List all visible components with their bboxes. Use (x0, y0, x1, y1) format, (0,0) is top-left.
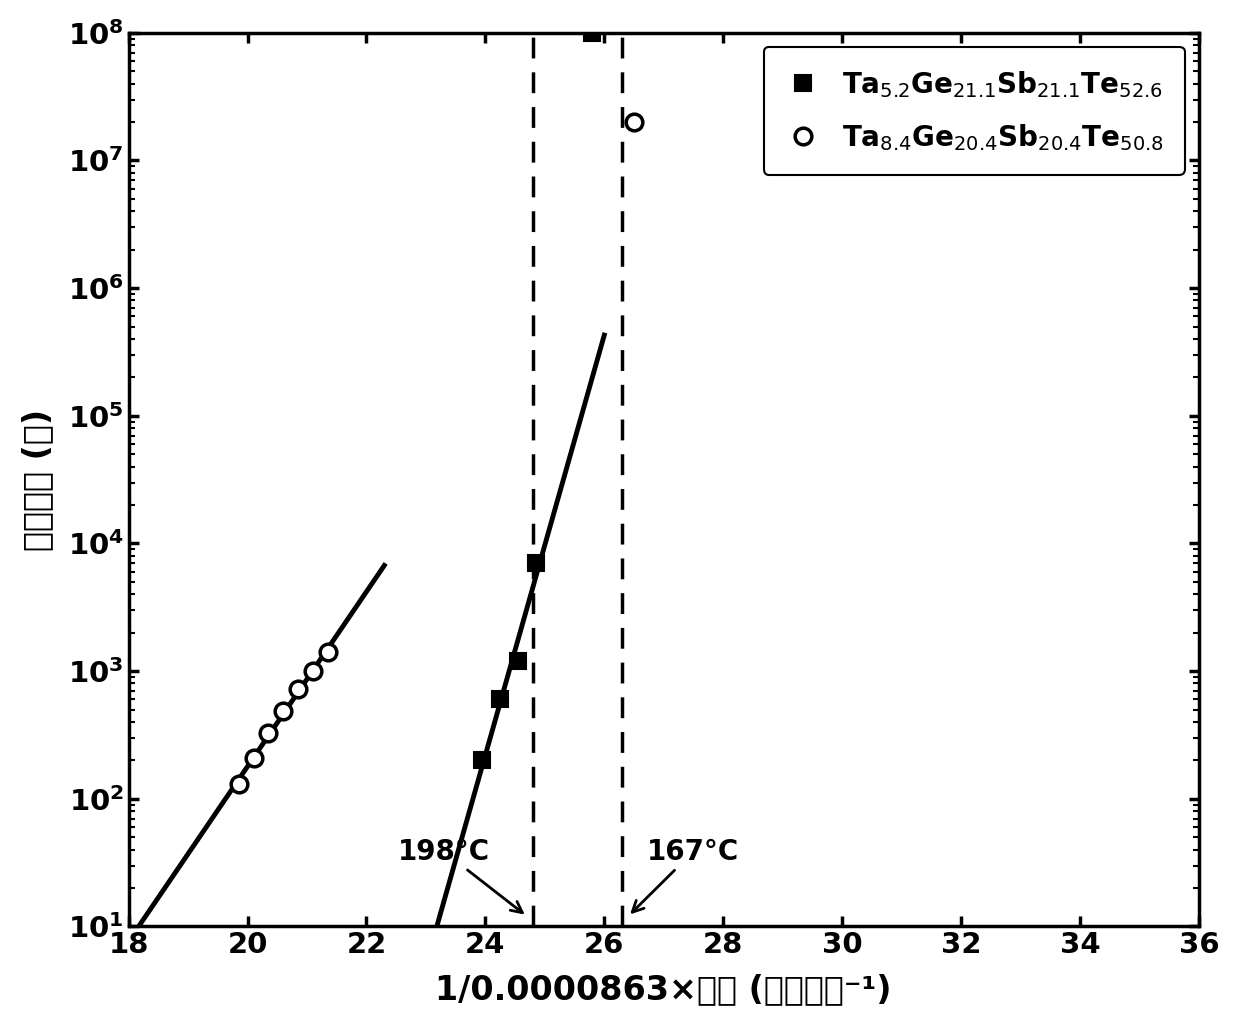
Text: 198°C: 198°C (398, 837, 522, 913)
Ta$_{8.4}$Ge$_{20.4}$Sb$_{20.4}$Te$_{50.8}$ (320, 646, 335, 658)
X-axis label: 1/0.0000863×温度 (电子伏特⁻¹): 1/0.0000863×温度 (电子伏特⁻¹) (435, 974, 892, 1006)
Ta$_{8.4}$Ge$_{20.4}$Sb$_{20.4}$Te$_{50.8}$ (305, 664, 320, 677)
Ta$_{8.4}$Ge$_{20.4}$Sb$_{20.4}$Te$_{50.8}$ (290, 683, 305, 695)
Ta$_{8.4}$Ge$_{20.4}$Sb$_{20.4}$Te$_{50.8}$ (626, 116, 641, 128)
Line: Ta$_{5.2}$Ge$_{21.1}$Sb$_{21.1}$Te$_{52.6}$: Ta$_{5.2}$Ge$_{21.1}$Sb$_{21.1}$Te$_{52.… (474, 25, 600, 768)
Ta$_{5.2}$Ge$_{21.1}$Sb$_{21.1}$Te$_{52.6}$ (528, 557, 543, 569)
Y-axis label: 失效时间 (秒): 失效时间 (秒) (21, 409, 53, 550)
Line: Ta$_{8.4}$Ge$_{20.4}$Sb$_{20.4}$Te$_{50.8}$: Ta$_{8.4}$Ge$_{20.4}$Sb$_{20.4}$Te$_{50.… (231, 114, 642, 793)
Ta$_{5.2}$Ge$_{21.1}$Sb$_{21.1}$Te$_{52.6}$ (492, 693, 507, 706)
Ta$_{8.4}$Ge$_{20.4}$Sb$_{20.4}$Te$_{50.8}$ (246, 752, 260, 764)
Ta$_{5.2}$Ge$_{21.1}$Sb$_{21.1}$Te$_{52.6}$ (475, 754, 490, 766)
Legend: Ta$_{5.2}$Ge$_{21.1}$Sb$_{21.1}$Te$_{52.6}$, Ta$_{8.4}$Ge$_{20.4}$Sb$_{20.4}$Te$: Ta$_{5.2}$Ge$_{21.1}$Sb$_{21.1}$Te$_{52.… (764, 46, 1185, 175)
Ta$_{8.4}$Ge$_{20.4}$Sb$_{20.4}$Te$_{50.8}$ (275, 705, 290, 717)
Ta$_{8.4}$Ge$_{20.4}$Sb$_{20.4}$Te$_{50.8}$ (231, 778, 246, 791)
Ta$_{8.4}$Ge$_{20.4}$Sb$_{20.4}$Te$_{50.8}$ (260, 726, 275, 738)
Text: 167°C: 167°C (632, 837, 739, 912)
Ta$_{5.2}$Ge$_{21.1}$Sb$_{21.1}$Te$_{52.6}$ (585, 27, 600, 39)
Ta$_{5.2}$Ge$_{21.1}$Sb$_{21.1}$Te$_{52.6}$ (511, 655, 526, 668)
